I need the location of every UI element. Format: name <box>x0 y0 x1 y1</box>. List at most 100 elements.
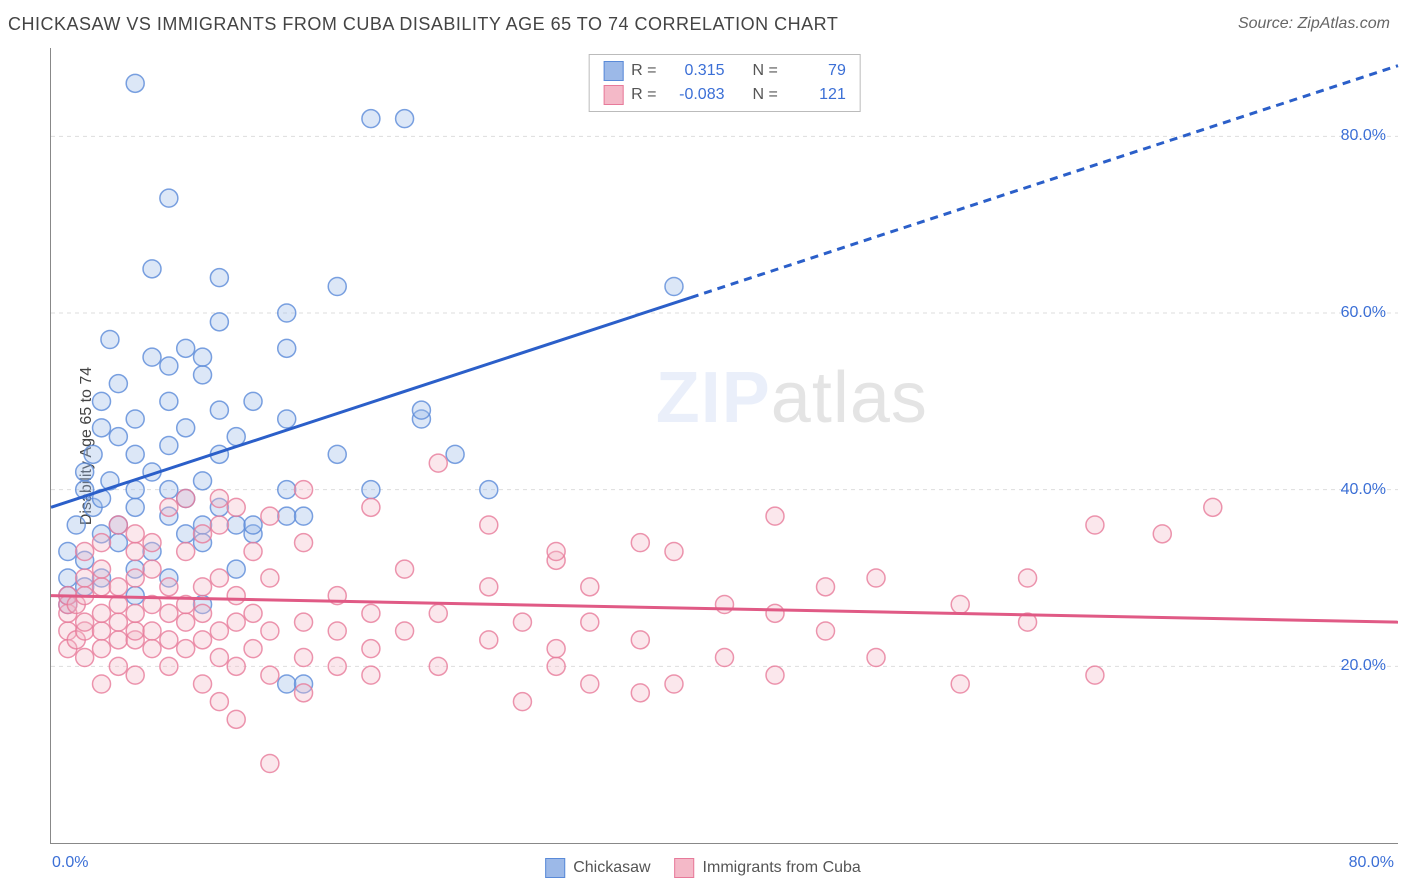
data-point <box>244 516 262 534</box>
stat-r-label: R = <box>631 62 656 80</box>
data-point <box>278 675 296 693</box>
data-point <box>143 560 161 578</box>
data-point <box>412 401 430 419</box>
data-point <box>126 74 144 92</box>
y-tick-label: 40.0% <box>1341 481 1386 499</box>
data-point <box>665 278 683 296</box>
data-point <box>126 525 144 543</box>
data-point <box>76 463 94 481</box>
stat-r-value-1: -0.083 <box>665 86 725 104</box>
data-point <box>227 710 245 728</box>
data-point <box>766 507 784 525</box>
data-point <box>143 622 161 640</box>
stat-n-label: N = <box>753 62 778 80</box>
data-point <box>295 534 313 552</box>
data-point <box>194 578 212 596</box>
data-point <box>547 543 565 561</box>
swatch-series-1 <box>603 85 623 105</box>
data-point <box>93 622 111 640</box>
data-point <box>446 445 464 463</box>
stat-r-label: R = <box>631 86 656 104</box>
y-tick-label: 60.0% <box>1341 304 1386 322</box>
data-point <box>261 569 279 587</box>
data-point <box>261 622 279 640</box>
data-point <box>278 339 296 357</box>
data-point <box>126 445 144 463</box>
data-point <box>817 622 835 640</box>
data-point <box>93 675 111 693</box>
data-point <box>547 640 565 658</box>
legend-item-0: Chickasaw <box>545 858 650 878</box>
data-point <box>109 578 127 596</box>
data-point <box>109 375 127 393</box>
data-point <box>362 498 380 516</box>
data-point <box>59 569 77 587</box>
data-point <box>716 596 734 614</box>
chart-svg <box>51 48 1398 843</box>
data-point <box>126 569 144 587</box>
data-point <box>867 569 885 587</box>
data-point <box>126 498 144 516</box>
data-point <box>295 649 313 667</box>
data-point <box>177 339 195 357</box>
data-point <box>76 613 94 631</box>
data-point <box>160 631 178 649</box>
chart-title: CHICKASAW VS IMMIGRANTS FROM CUBA DISABI… <box>8 14 838 35</box>
data-point <box>210 622 228 640</box>
data-point <box>665 675 683 693</box>
data-point <box>665 543 683 561</box>
data-point <box>328 278 346 296</box>
data-point <box>194 675 212 693</box>
data-point <box>951 596 969 614</box>
legend-label-0: Chickasaw <box>573 859 650 877</box>
data-point <box>126 604 144 622</box>
data-point <box>143 348 161 366</box>
swatch-series-0 <box>603 61 623 81</box>
data-point <box>1086 516 1104 534</box>
data-point <box>126 622 144 640</box>
y-tick-label: 20.0% <box>1341 657 1386 675</box>
data-point <box>210 693 228 711</box>
data-point <box>227 587 245 605</box>
data-point <box>93 392 111 410</box>
data-point <box>177 640 195 658</box>
data-point <box>716 649 734 667</box>
data-point <box>160 657 178 675</box>
data-point <box>295 613 313 631</box>
data-point <box>295 507 313 525</box>
data-point <box>631 534 649 552</box>
data-point <box>244 640 262 658</box>
data-point <box>362 481 380 499</box>
data-point <box>227 516 245 534</box>
data-point <box>1204 498 1222 516</box>
data-point <box>101 331 119 349</box>
data-point <box>160 357 178 375</box>
data-point <box>278 481 296 499</box>
data-point <box>362 604 380 622</box>
data-point <box>109 534 127 552</box>
data-point <box>76 569 94 587</box>
data-point <box>429 604 447 622</box>
data-point <box>581 675 599 693</box>
source-label: Source: ZipAtlas.com <box>1238 15 1390 33</box>
data-point <box>126 543 144 561</box>
data-point <box>396 560 414 578</box>
trend-line <box>51 298 691 508</box>
data-point <box>396 110 414 128</box>
x-tick-max: 80.0% <box>1349 854 1394 872</box>
data-point <box>210 401 228 419</box>
data-point <box>160 481 178 499</box>
data-point <box>194 631 212 649</box>
data-point <box>766 666 784 684</box>
data-point <box>194 525 212 543</box>
legend-swatch-0 <box>545 858 565 878</box>
data-point <box>261 755 279 773</box>
data-point <box>295 481 313 499</box>
data-point <box>160 437 178 455</box>
data-point <box>93 419 111 437</box>
data-point <box>244 392 262 410</box>
data-point <box>328 657 346 675</box>
data-point <box>194 366 212 384</box>
stats-row-series-1: R = -0.083 N = 121 <box>603 83 846 107</box>
data-point <box>581 578 599 596</box>
